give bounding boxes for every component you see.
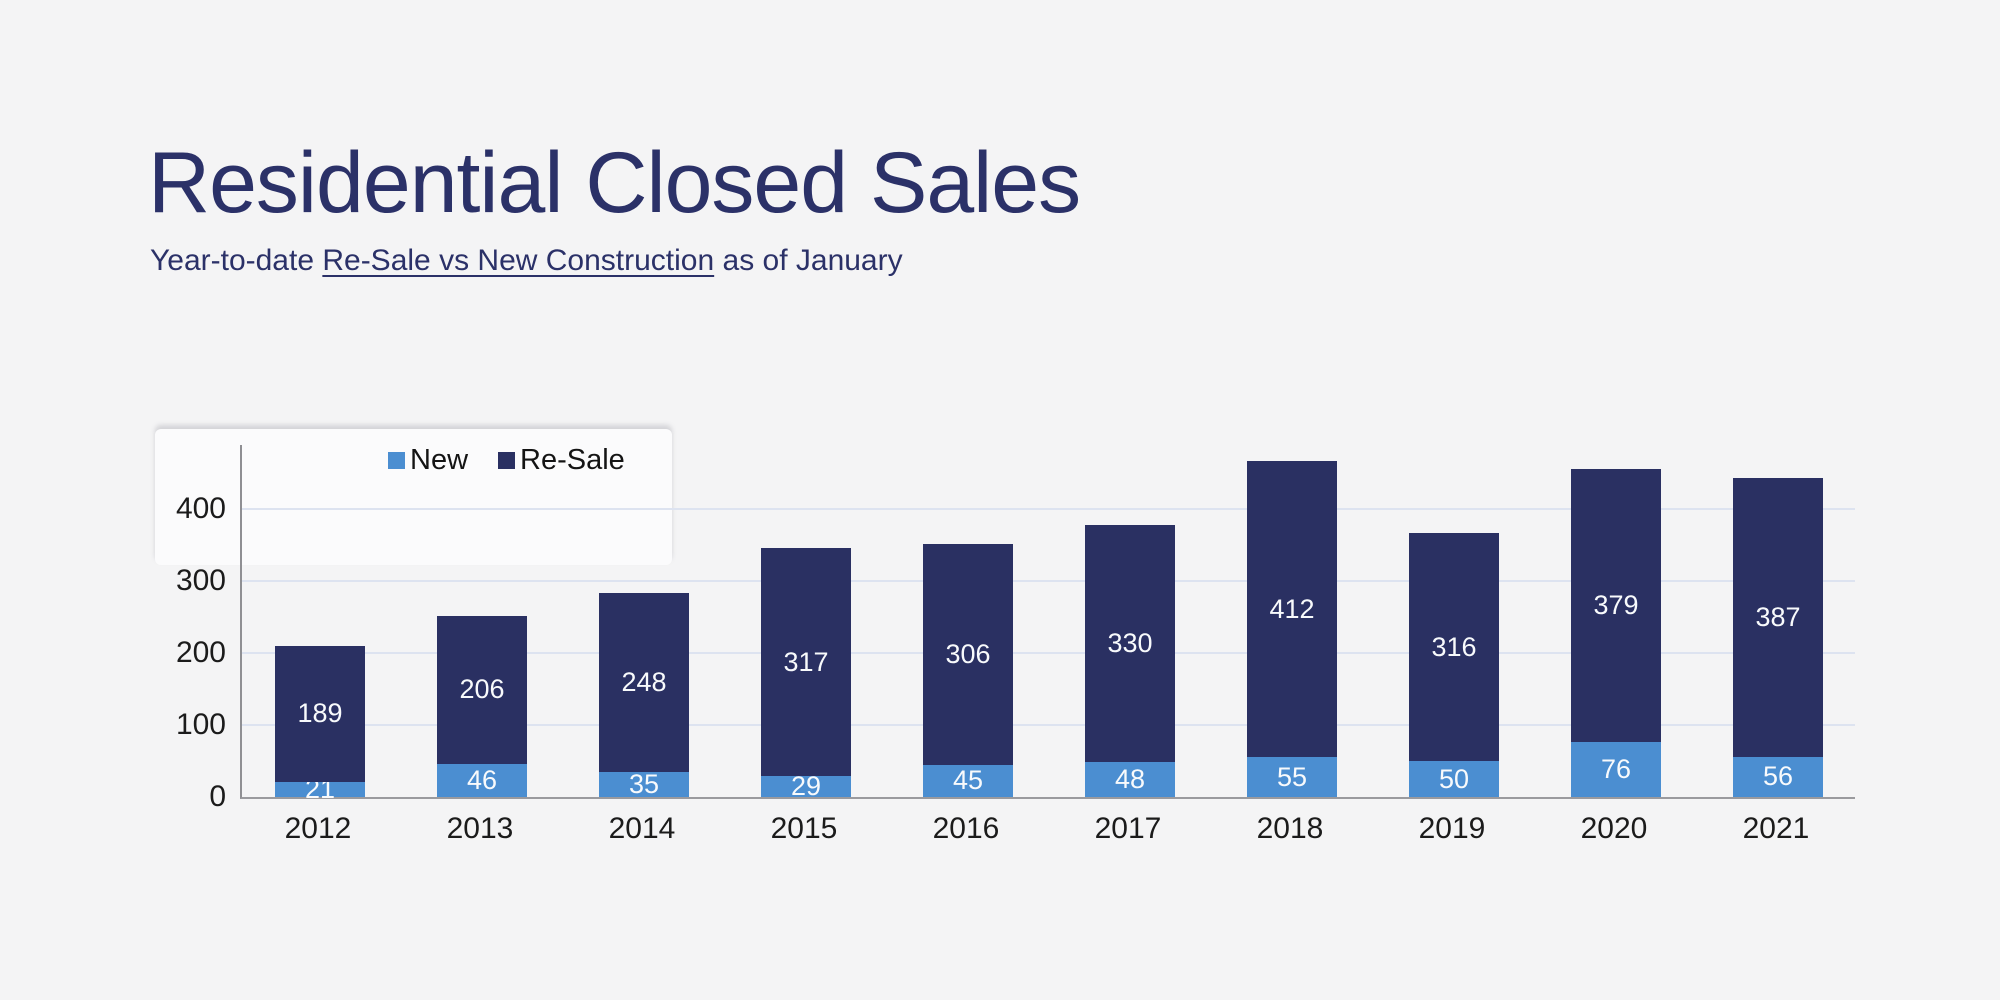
bar-value-label: 316 [1431, 631, 1477, 662]
bar-2012: 21 189 [275, 645, 365, 802]
stacked-bar-chart-plot-area: 21 189 46 206 35 248 29 317 45 306 48 330 55 412 50 316… [240, 445, 1855, 802]
bar-value-label: 35 [628, 768, 660, 799]
bar-value-label: 248 [621, 667, 667, 698]
bar-segment-resale-2013: 206 [437, 615, 527, 764]
bar-value-label: 76 [1600, 754, 1632, 785]
bar-2021: 56 387 [1733, 478, 1823, 797]
bar-segment-new-2014: 35 [599, 768, 689, 799]
y-tick-label-100: 100 [175, 708, 226, 741]
gridline-y-300 [242, 580, 1855, 582]
bar-segment-new-2013: 46 [437, 763, 527, 797]
bar-value-label: 56 [1762, 761, 1794, 792]
bar-value-label: 55 [1276, 761, 1308, 792]
x-tick-label-2012: 2012 [284, 812, 352, 845]
bar-value-label: 46 [466, 764, 498, 795]
bar-value-label: 48 [1114, 764, 1146, 795]
x-tick-label-2018: 2018 [1256, 812, 1324, 845]
bar-segment-new-2016: 45 [923, 764, 1013, 797]
bar-2017: 48 330 [1085, 524, 1175, 797]
bar-2019: 50 316 [1409, 533, 1499, 797]
bar-segment-resale-2012: 189 [275, 645, 365, 782]
bar-segment-resale-2016: 306 [923, 544, 1013, 765]
bar-segment-resale-2017: 330 [1085, 524, 1175, 763]
y-axis-tick-labels: 0 100 200 300 400 [150, 445, 226, 812]
x-tick-label-2014: 2014 [608, 812, 676, 845]
x-tick-label-2019: 2019 [1418, 812, 1486, 845]
bar-segment-new-2019: 50 [1409, 761, 1499, 797]
x-tick-label-2021: 2021 [1742, 812, 1810, 845]
bar-value-label: 29 [790, 771, 822, 802]
x-axis-tick-labels: 2012 2013 2014 2015 2016 2017 2018 2019 2020 2021 [240, 812, 1853, 852]
legend-label: Re-Sale [520, 444, 625, 476]
page-title-text: Residential Closed Sales [148, 135, 1081, 231]
bar-2018: 55 412 [1247, 460, 1337, 797]
legend-item-new: New [388, 446, 468, 475]
subtitle-underlined-text: Re-Sale vs New Construction [322, 244, 715, 277]
bar-value-label: 189 [297, 698, 343, 729]
gridline-y-400 [242, 508, 1855, 510]
chart-legend: New Re-Sale [388, 446, 625, 475]
bar-segment-resale-2021: 387 [1733, 478, 1823, 757]
bar-segment-new-2015: 29 [761, 771, 851, 802]
bar-value-label: 306 [945, 638, 991, 669]
bar-segment-new-2018: 55 [1247, 757, 1337, 797]
subtitle-suffix: as of January [714, 244, 903, 277]
bar-value-label: 330 [1107, 628, 1153, 659]
subtitle-prefix: Year-to-date [150, 244, 323, 277]
bar-segment-new-2020: 76 [1571, 742, 1661, 797]
y-tick-label-200: 200 [175, 636, 226, 669]
legend-swatch-icon [498, 452, 516, 469]
page-subtitle: Year-to-date Re-Sale vs New Construction… [150, 243, 903, 279]
x-tick-label-2020: 2020 [1580, 812, 1648, 845]
page-title: Residential Closed Sales [148, 140, 1081, 226]
bar-2015: 29 317 [761, 547, 851, 802]
bar-value-label: 317 [783, 646, 829, 677]
gridline-y-100 [242, 724, 1855, 726]
bar-value-label: 45 [952, 765, 984, 796]
y-tick-label-300: 300 [175, 564, 226, 597]
bar-segment-new-2012: 21 [275, 775, 365, 802]
bar-segment-resale-2014: 248 [599, 593, 689, 772]
legend-item-resale: Re-Sale [498, 446, 625, 475]
bar-value-label: 387 [1755, 601, 1801, 632]
bar-2013: 46 206 [437, 615, 527, 797]
gridline-y-200 [242, 652, 1855, 654]
bar-value-label: 50 [1438, 763, 1470, 794]
bar-value-label: 379 [1593, 590, 1639, 621]
bar-2014: 35 248 [599, 593, 689, 797]
x-tick-label-2017: 2017 [1094, 812, 1162, 845]
bar-value-label: 206 [459, 674, 505, 705]
y-tick-label-400: 400 [175, 492, 226, 525]
bar-2016: 45 306 [923, 544, 1013, 797]
legend-swatch-icon [388, 452, 405, 469]
bar-segment-new-2021: 56 [1733, 756, 1823, 797]
bar-2020: 76 379 [1571, 469, 1661, 797]
bar-segment-resale-2019: 316 [1409, 533, 1499, 761]
y-tick-label-0: 0 [209, 780, 226, 813]
bar-segment-resale-2020: 379 [1571, 469, 1661, 743]
bar-value-label: 412 [1269, 593, 1315, 624]
bar-segment-resale-2015: 317 [761, 547, 851, 777]
bar-segment-new-2017: 48 [1085, 762, 1175, 797]
x-tick-label-2016: 2016 [932, 812, 1000, 845]
legend-label: New [410, 444, 469, 476]
x-tick-label-2013: 2013 [446, 812, 514, 845]
x-tick-label-2015: 2015 [770, 812, 838, 845]
bar-segment-resale-2018: 412 [1247, 460, 1337, 758]
